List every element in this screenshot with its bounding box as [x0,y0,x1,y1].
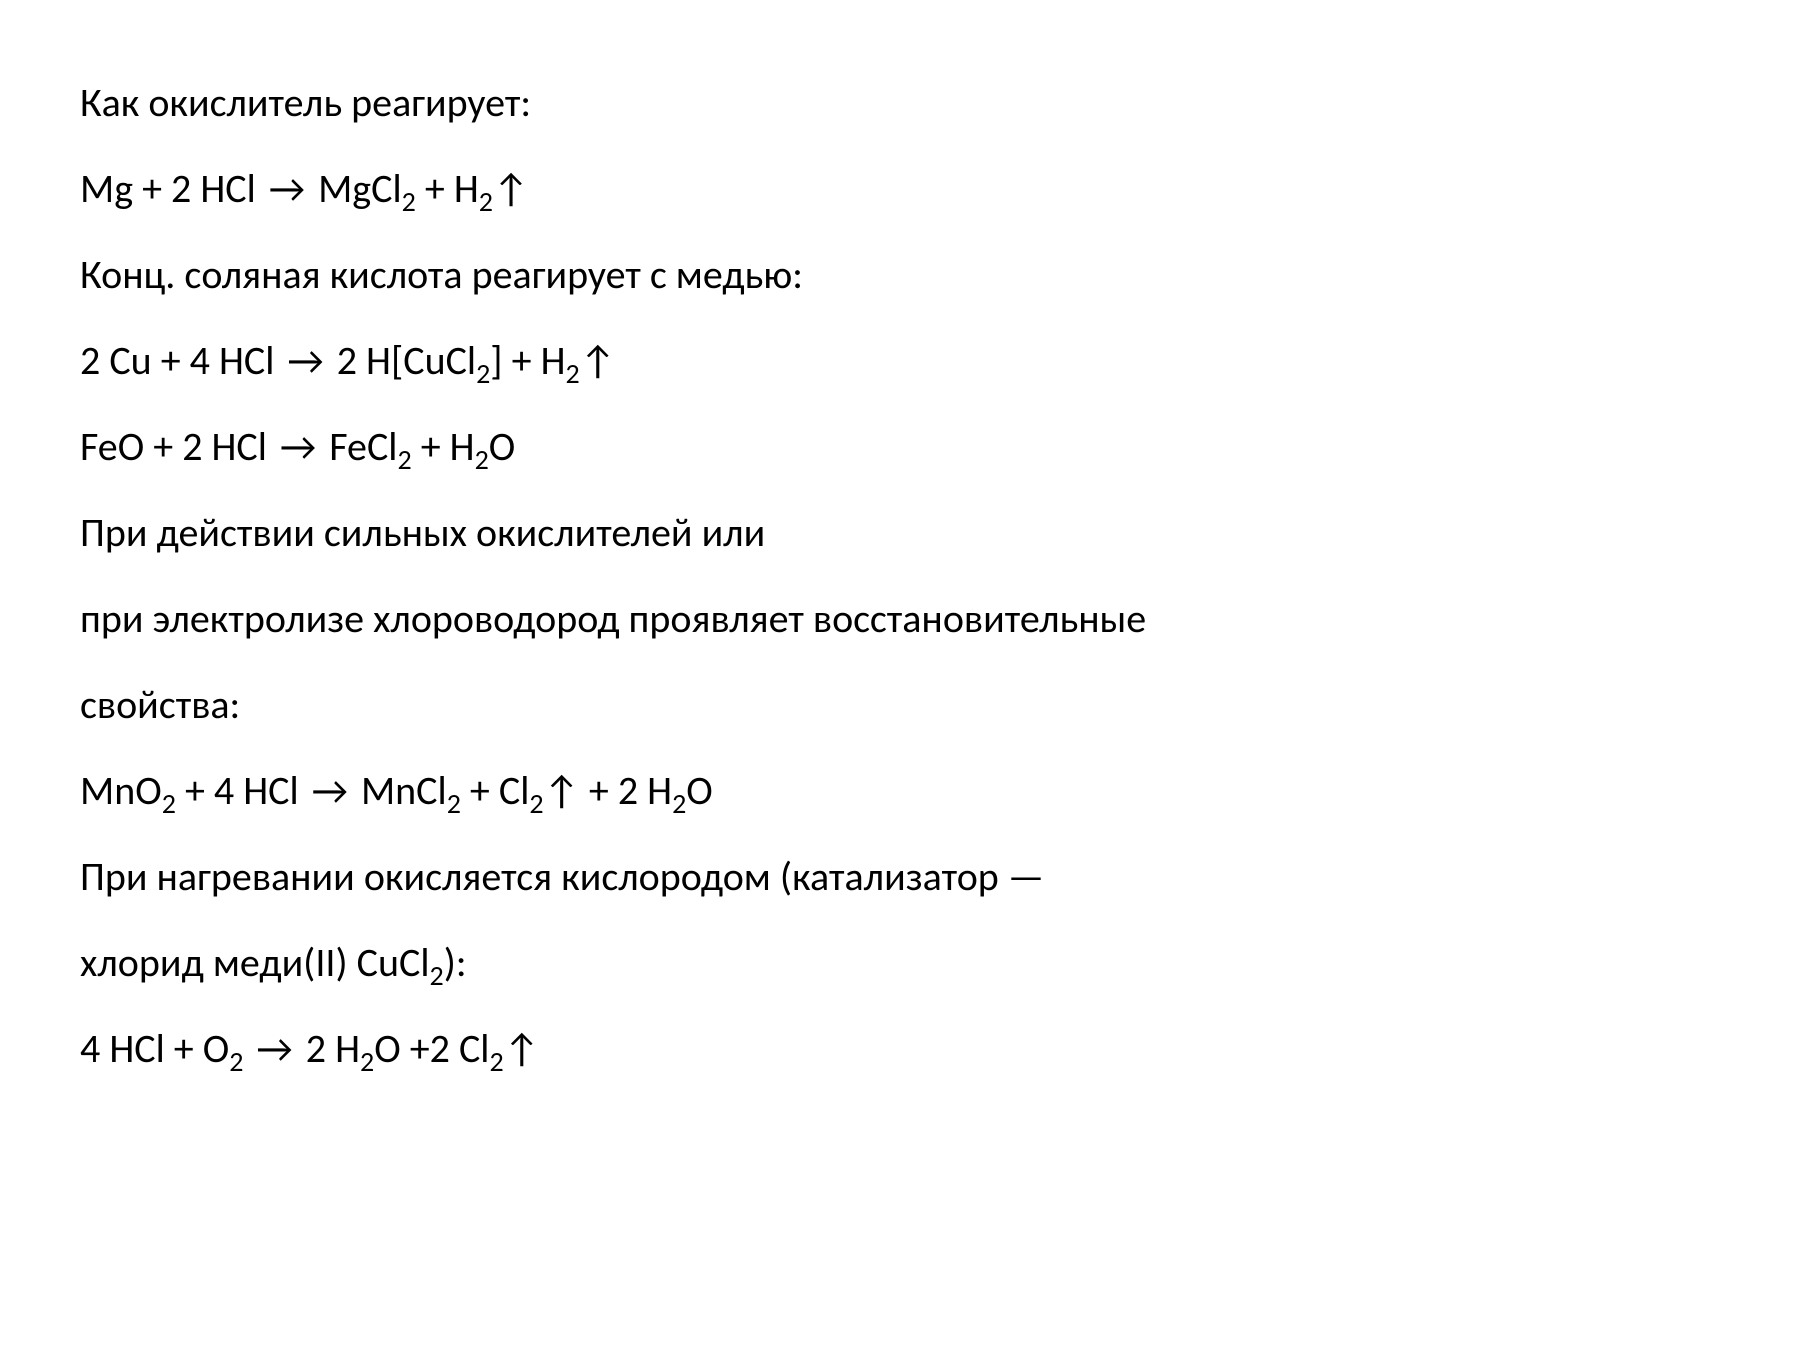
text-line: При действии сильных окислителей или [80,490,1730,576]
equation-segment: 2 H[CuCl [328,336,476,385]
equation-segment: MgCl [309,164,402,213]
equation-segment: + H [416,164,479,213]
equation-segment: O +2 Cl [374,1024,489,1073]
subscript: 2 [566,356,580,391]
subscript: 2 [672,786,686,821]
equation-segment: + H [412,422,475,471]
equation-line: При нагревании окисляется кислородом (ка… [80,834,1730,920]
slide-content: Как окислитель реагирует:Mg + 2 HCl → Mg… [0,0,1800,1350]
equation-line: FeO + 2 HCl → FeCl2 + H2O [80,404,1730,490]
equation-segment: O [489,422,515,471]
equation-segment: ] + H [490,336,565,385]
equation-segment: + 2 H [580,766,672,815]
subscript: 2 [402,184,416,219]
reaction-arrow-icon: → [283,318,327,404]
equation-segment: + Cl [461,766,530,815]
equation-segment: + 4 HCl [176,766,308,815]
gas-arrow-icon: ↑ [580,318,616,404]
equation-segment: FeCl [320,422,397,471]
reaction-arrow-icon: → [276,404,320,490]
gas-arrow-icon: ↑ [493,146,529,232]
equation-segment [243,1024,252,1073]
subscript: 2 [489,1044,503,1079]
equation-segment: O [686,766,712,815]
equation-line: MnO2 + 4 HCl → MnCl2 + Cl2↑ + 2 H2O [80,748,1730,834]
reaction-arrow-icon: → [308,748,352,834]
subscript: 2 [479,184,493,219]
subscript: 2 [397,442,411,477]
subscript: 2 [162,786,176,821]
subscript: 2 [229,1044,243,1079]
equation-segment: 2 Cu + 4 HCl [80,336,283,385]
reaction-arrow-icon: → [265,146,309,232]
mdash-icon: — [1008,852,1044,901]
equation-segment: хлорид меди(II) CuCl [80,938,430,987]
text-line: Как окислитель реагирует: [80,60,1730,146]
subscript: 2 [447,786,461,821]
equation-line: 2 Cu + 4 HCl → 2 H[CuCl2] + H2↑ [80,318,1730,404]
equation-line: хлорид меди(II) CuCl2): [80,920,1730,1006]
equation-segment: Mg + 2 HCl [80,164,265,213]
equation-segment: FeO + 2 HCl [80,422,276,471]
equation-segment: MnCl [352,766,447,815]
equation-line: 4 HCl + O2 → 2 H2O +2 Cl2↑ [80,1006,1730,1092]
text-line: Конц. соляная кислота реагирует с медью: [80,232,1730,318]
gas-arrow-icon: ↑ [544,748,580,834]
text-line: свойства: [80,662,1730,748]
equation-line: Mg + 2 HCl → MgCl2 + H2↑ [80,146,1730,232]
subscript: 2 [475,442,489,477]
equation-segment: MnO [80,766,162,815]
equation-segment: ): [444,938,467,987]
subscript: 2 [476,356,490,391]
reaction-arrow-icon: → [253,1006,297,1092]
subscript: 2 [360,1044,374,1079]
text-line: при электролизе хлороводород проявляет в… [80,576,1730,662]
equation-segment: При нагревании окисляется кислородом (ка… [80,852,1008,901]
equation-segment: 2 H [297,1024,360,1073]
subscript: 2 [529,786,543,821]
equation-segment: 4 HCl + O [80,1024,229,1073]
subscript: 2 [430,958,444,993]
gas-arrow-icon: ↑ [504,1006,540,1092]
